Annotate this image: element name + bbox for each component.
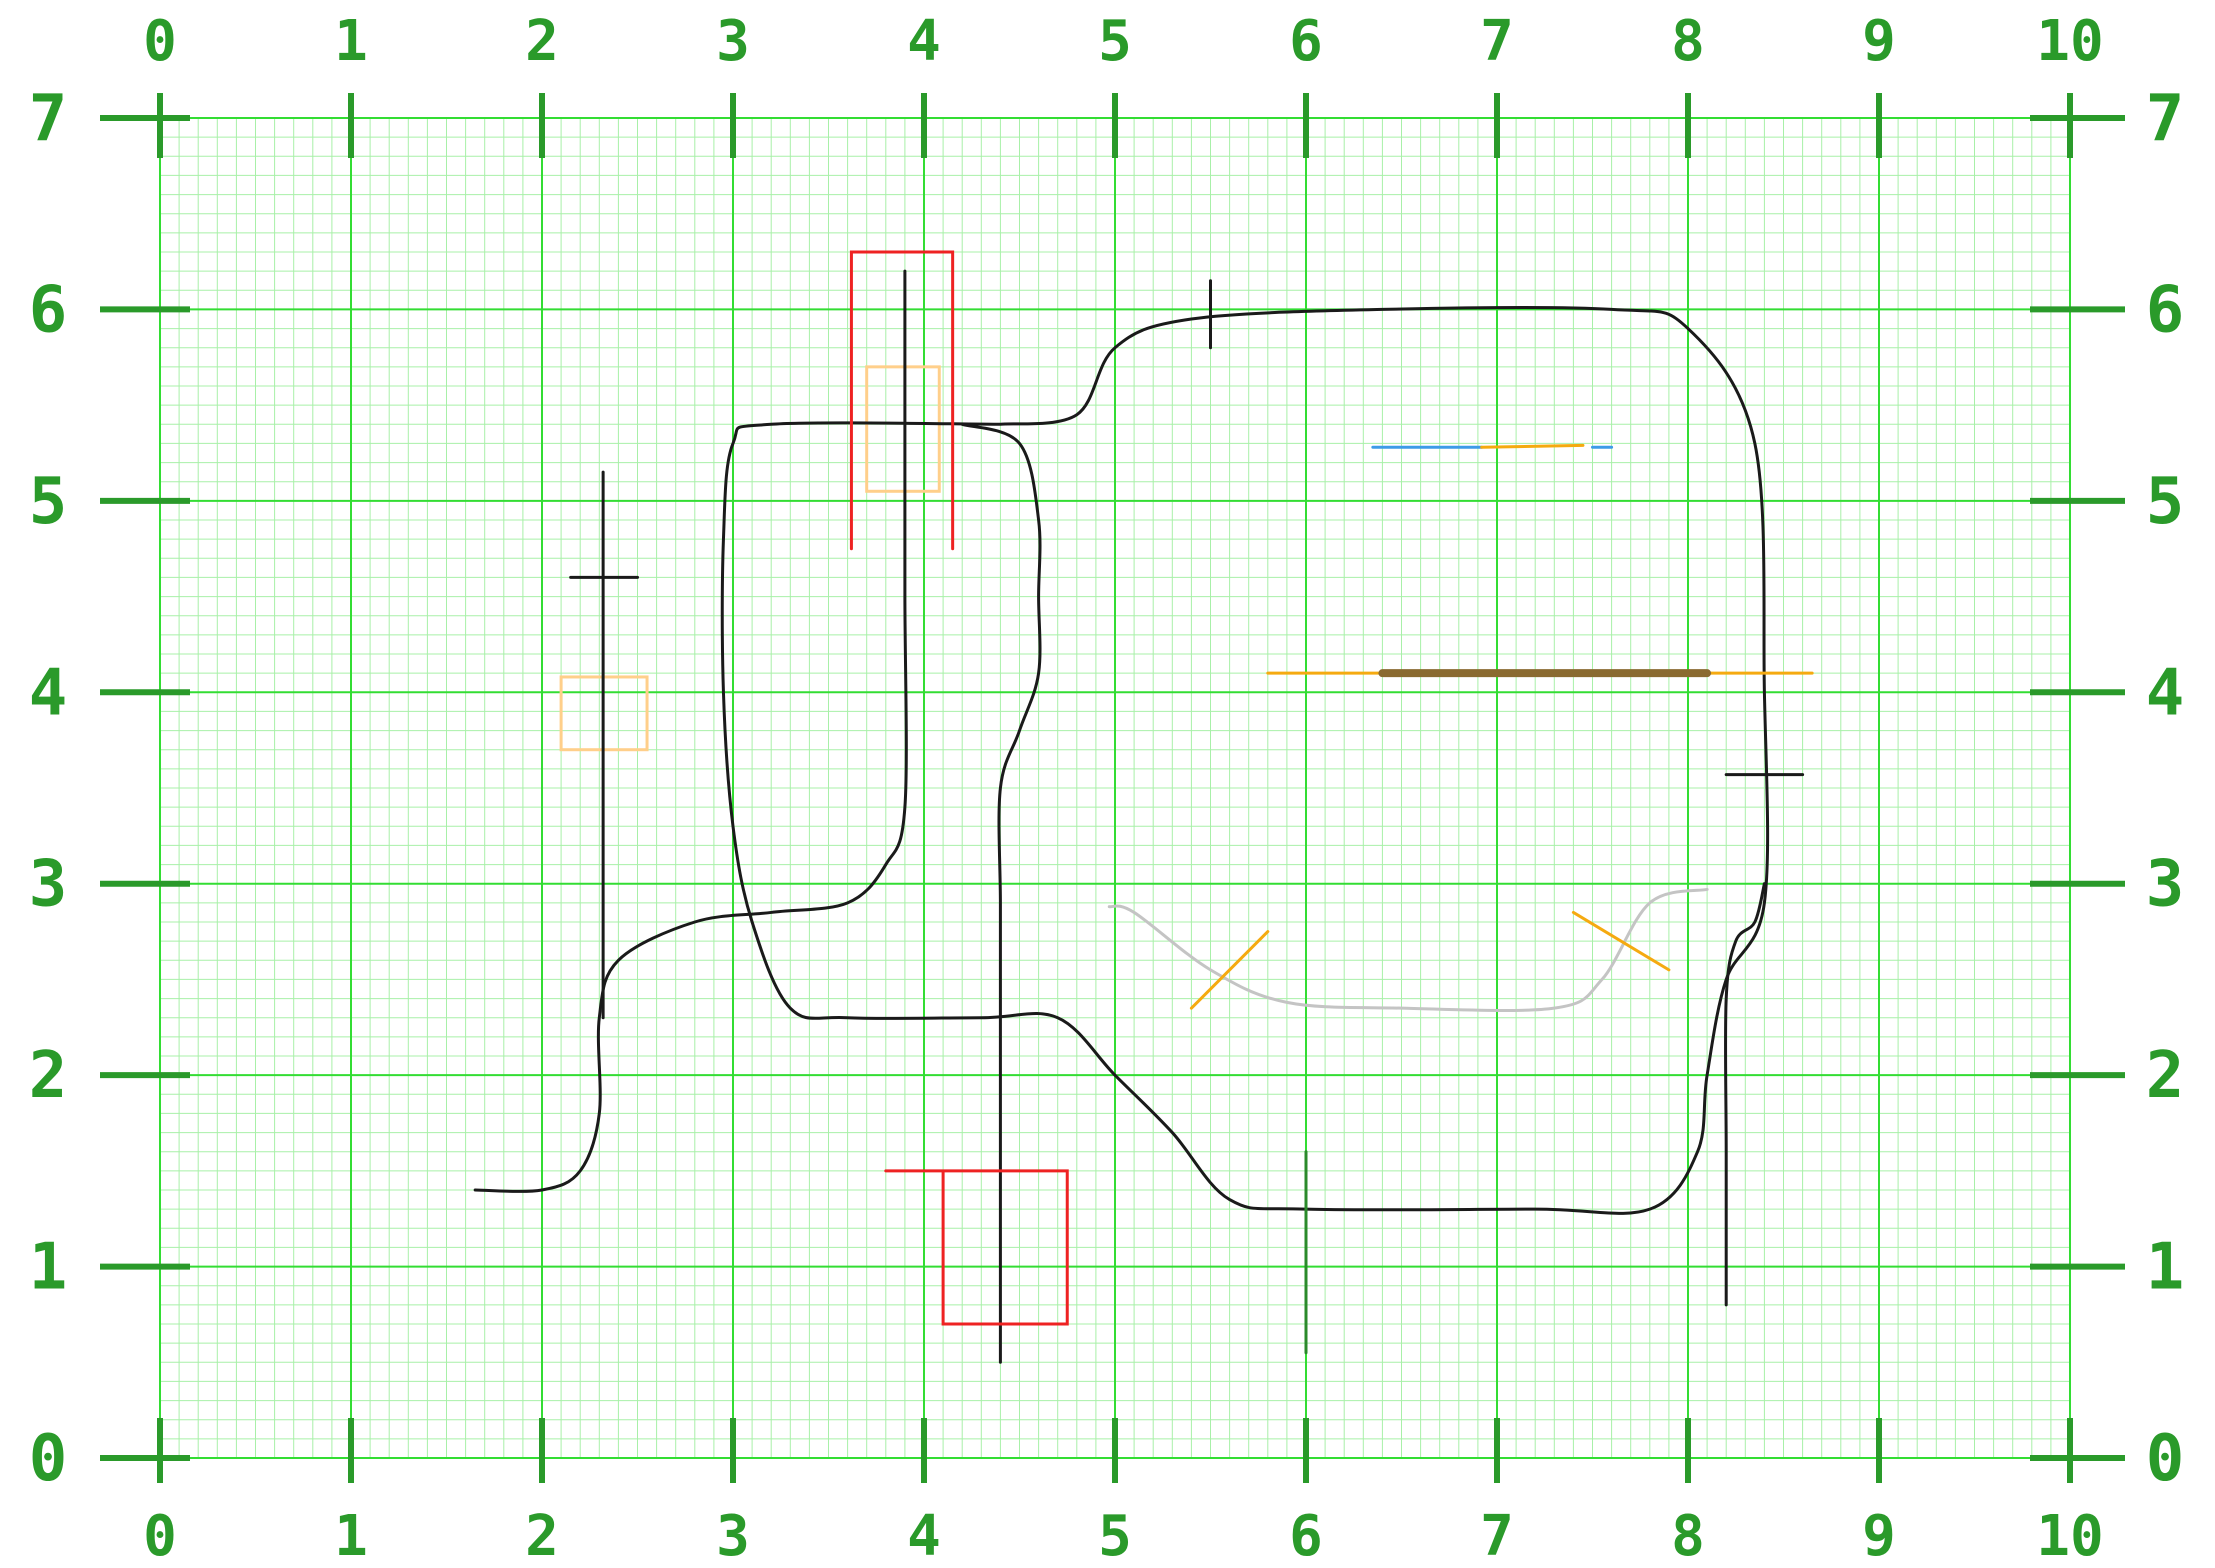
x-tick-label: 7 <box>1480 9 1514 74</box>
x-tick-label: 9 <box>1862 1504 1896 1568</box>
left-connector-track <box>473 269 908 1193</box>
main-track-loop <box>720 306 1770 1215</box>
y-tick-label: 3 <box>29 848 68 922</box>
y-tick-label: 1 <box>2146 1231 2185 1305</box>
x-tick-label: 10 <box>2036 9 2103 74</box>
y-tick-label: 5 <box>29 465 68 539</box>
y-tick-label: 5 <box>2146 465 2185 539</box>
y-tick-label: 4 <box>29 656 68 730</box>
y-tick-label: 7 <box>29 82 68 156</box>
orange-short-line <box>1480 443 1585 449</box>
y-tick-label: 4 <box>2146 656 2185 730</box>
y-tick-label: 2 <box>2146 1039 2185 1113</box>
axis-tick-marks <box>100 93 2125 1483</box>
x-tick-label: 8 <box>1671 9 1705 74</box>
x-tick-label: 6 <box>1289 9 1323 74</box>
x-tick-label: 5 <box>1098 9 1132 74</box>
orange-diagonal-right <box>1571 910 1671 972</box>
x-tick-label: 0 <box>143 9 177 74</box>
x-tick-label: 3 <box>716 9 750 74</box>
orange-diagonal-left <box>1189 930 1270 1010</box>
x-tick-label: 4 <box>907 9 941 74</box>
y-tick-label: 3 <box>2146 848 2185 922</box>
x-tick-label: 3 <box>716 1504 750 1568</box>
x-tick-label: 2 <box>525 1504 559 1568</box>
y-tick-label: 0 <box>29 1422 68 1496</box>
pale-orange-box-top <box>865 365 941 493</box>
x-tick-label: 9 <box>1862 9 1896 74</box>
x-tick-label: 8 <box>1671 1504 1705 1568</box>
x-tick-label: 4 <box>907 1504 941 1568</box>
y-axis-labels-left: 0 1 2 3 4 5 6 7 <box>29 82 68 1496</box>
x-tick-label: 6 <box>1289 1504 1323 1568</box>
x-tick-label: 7 <box>1480 1504 1514 1568</box>
layout-drawing <box>473 250 1814 1364</box>
x-tick-label: 10 <box>2036 1504 2103 1568</box>
y-axis-labels-right: 0 1 2 3 4 5 6 7 <box>2146 82 2185 1496</box>
grey-curve <box>1107 887 1709 1012</box>
x-tick-label: 5 <box>1098 1504 1132 1568</box>
y-tick-label: 6 <box>29 273 68 347</box>
right-spur-track <box>1723 882 1766 1307</box>
x-axis-labels-bottom: 0 1 2 3 4 5 6 7 8 9 10 <box>143 1504 2104 1568</box>
x-tick-label: 1 <box>334 1504 368 1568</box>
x-tick-label: 2 <box>525 9 559 74</box>
red-bracket-top <box>849 250 955 551</box>
y-tick-label: 1 <box>29 1231 68 1305</box>
y-tick-label: 6 <box>2146 273 2185 347</box>
red-bracket-bottom <box>884 1169 1069 1326</box>
inner-loop-track <box>960 422 1042 1364</box>
x-tick-label: 0 <box>143 1504 177 1568</box>
y-tick-label: 0 <box>2146 1422 2185 1496</box>
y-tick-label: 2 <box>29 1039 68 1113</box>
x-tick-label: 1 <box>334 9 368 74</box>
y-tick-label: 7 <box>2146 82 2185 156</box>
x-axis-labels-top: 0 1 2 3 4 5 6 7 8 9 10 <box>143 9 2104 74</box>
